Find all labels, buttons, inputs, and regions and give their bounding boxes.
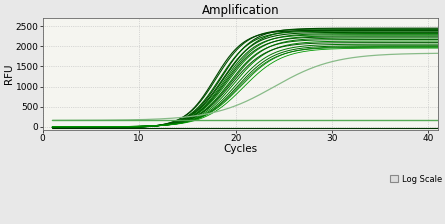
Legend: Log Scale: Log Scale xyxy=(390,175,442,184)
X-axis label: Cycles: Cycles xyxy=(223,144,258,154)
Y-axis label: RFU: RFU xyxy=(4,64,14,84)
Title: Amplification: Amplification xyxy=(202,4,279,17)
